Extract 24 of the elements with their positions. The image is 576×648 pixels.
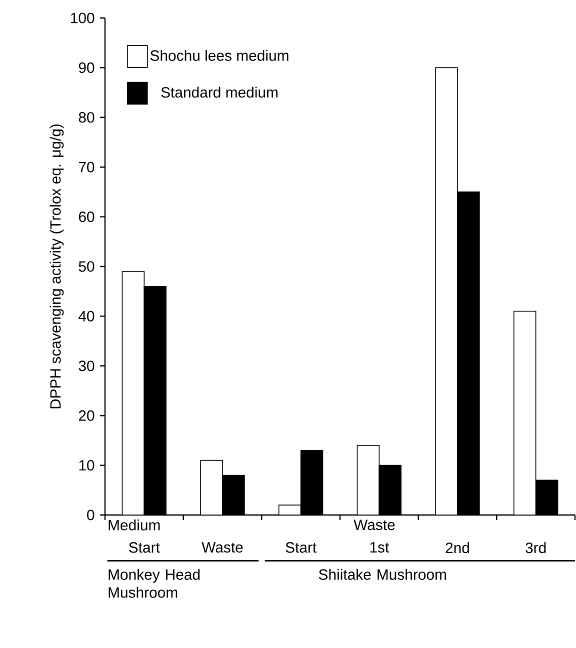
text: Waste bbox=[354, 520, 395, 530]
text: Medium bbox=[108, 519, 160, 530]
y-tick-label: 90 bbox=[78, 62, 94, 73]
y-tick-label: 80 bbox=[78, 112, 94, 123]
y-tick-label: 20 bbox=[78, 410, 94, 421]
x-tick-label: Start bbox=[286, 542, 317, 553]
y-tick-label: 60 bbox=[78, 212, 94, 222]
text: Monkey Head Mushroom bbox=[108, 568, 200, 598]
y-tick-label: 30 bbox=[78, 360, 94, 372]
y-tick-label: 100 bbox=[71, 12, 94, 24]
y-axis-title: DPPH scavenging activity (Trolox eq. μg/g) bbox=[50, 124, 64, 408]
y-tick-label: 0 bbox=[87, 510, 94, 520]
y-tick-label: 40 bbox=[78, 310, 94, 322]
x-tick-label: 3rd bbox=[526, 542, 546, 554]
y-tick-label: 70 bbox=[78, 162, 94, 172]
legend-label: Shochu lees medium bbox=[150, 50, 288, 61]
x-tick-label: Start bbox=[129, 542, 160, 553]
legend-label: Standard medium bbox=[161, 86, 278, 98]
x-tick-label: 1st bbox=[370, 542, 390, 553]
text: Shiitake Mushroom bbox=[318, 568, 446, 580]
x-tick-label: Waste bbox=[202, 542, 243, 553]
y-tick-label: 10 bbox=[79, 460, 94, 471]
y-tick-label: 50 bbox=[78, 261, 94, 272]
x-tick-label: 2nd bbox=[446, 542, 469, 554]
